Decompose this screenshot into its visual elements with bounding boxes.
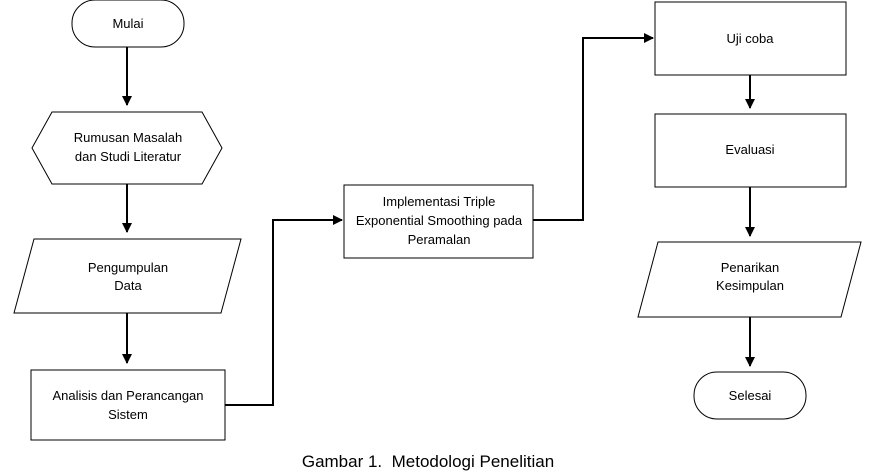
node-mulai-label: Mulai bbox=[112, 16, 143, 31]
node-analisis-label-line2: Sistem bbox=[108, 407, 148, 422]
node-implementasi-label-line2: Exponential Smoothing pada bbox=[356, 213, 523, 228]
node-selesai: Selesai bbox=[693, 371, 807, 420]
process-shape bbox=[654, 1, 847, 76]
data-shape bbox=[637, 241, 862, 318]
arrow-implementasi-to-uji-coba bbox=[533, 33, 654, 221]
node-penarikan-kesimpulan: Penarikan Kesimpulan bbox=[637, 241, 862, 318]
node-analisis: Analisis dan Perancangan Sistem bbox=[30, 369, 226, 441]
connectors bbox=[122, 33, 755, 406]
process-shape bbox=[343, 184, 534, 259]
node-selesai-label: Selesai bbox=[729, 388, 772, 403]
node-pengumpulan-data: Pengumpulan Data bbox=[13, 238, 242, 314]
node-penarikan-label-line2: Kesimpulan bbox=[716, 278, 784, 293]
node-penarikan-label-line1: Penarikan bbox=[721, 260, 780, 275]
node-analisis-label-line1: Analisis dan Perancangan bbox=[52, 388, 203, 403]
arrow-analisis-to-implementasi bbox=[225, 215, 343, 406]
node-rumusan-label-line2: dan Studi Literatur bbox=[75, 149, 182, 164]
node-uji-coba-label: Uji coba bbox=[727, 31, 775, 46]
terminator-shape bbox=[71, 0, 185, 48]
node-evaluasi: Evaluasi bbox=[654, 113, 847, 188]
node-implementasi-label-line1: Implementasi Triple bbox=[383, 194, 496, 209]
node-mulai: Mulai bbox=[71, 0, 185, 48]
preparation-shape bbox=[31, 111, 223, 185]
data-shape bbox=[13, 238, 242, 314]
node-pengumpulan-label-line2: Data bbox=[114, 278, 142, 293]
node-implementasi: Implementasi Triple Exponential Smoothin… bbox=[343, 184, 534, 259]
process-shape bbox=[30, 369, 226, 441]
node-evaluasi-label: Evaluasi bbox=[725, 142, 774, 157]
node-implementasi-label-line3: Peramalan bbox=[408, 232, 471, 247]
terminator-shape bbox=[693, 371, 807, 420]
node-rumusan-label-line1: Rumusan Masalah bbox=[74, 130, 182, 145]
node-pengumpulan-label-line1: Pengumpulan bbox=[88, 260, 168, 275]
figure-caption: Gambar 1. Metodologi Penelitian bbox=[302, 452, 554, 471]
process-shape bbox=[654, 113, 847, 188]
node-rumusan-masalah: Rumusan Masalah dan Studi Literatur bbox=[31, 111, 223, 185]
node-uji-coba: Uji coba bbox=[654, 1, 847, 76]
